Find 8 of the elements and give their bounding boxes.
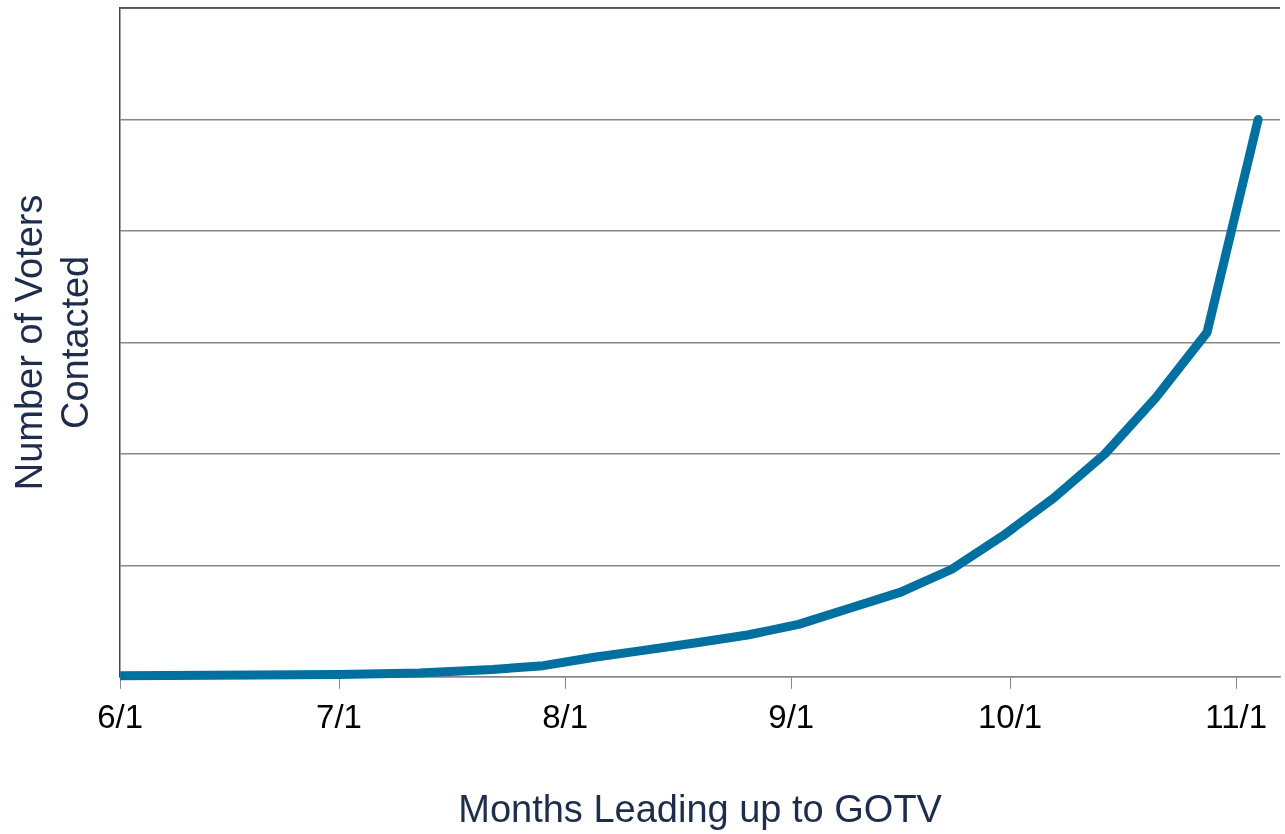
y-axis-title: Number of Voters Contacted [8, 194, 96, 491]
x-axis-title: Months Leading up to GOTV [458, 787, 943, 830]
x-tick-label: 8/1 [542, 697, 589, 735]
x-tick-label: 10/1 [977, 697, 1043, 735]
x-tick-label: 11/1 [1205, 697, 1268, 735]
x-tick-label: 6/1 [97, 697, 144, 735]
x-tick-label: 7/1 [316, 697, 362, 735]
x-tick-label: 9/1 [768, 697, 815, 735]
